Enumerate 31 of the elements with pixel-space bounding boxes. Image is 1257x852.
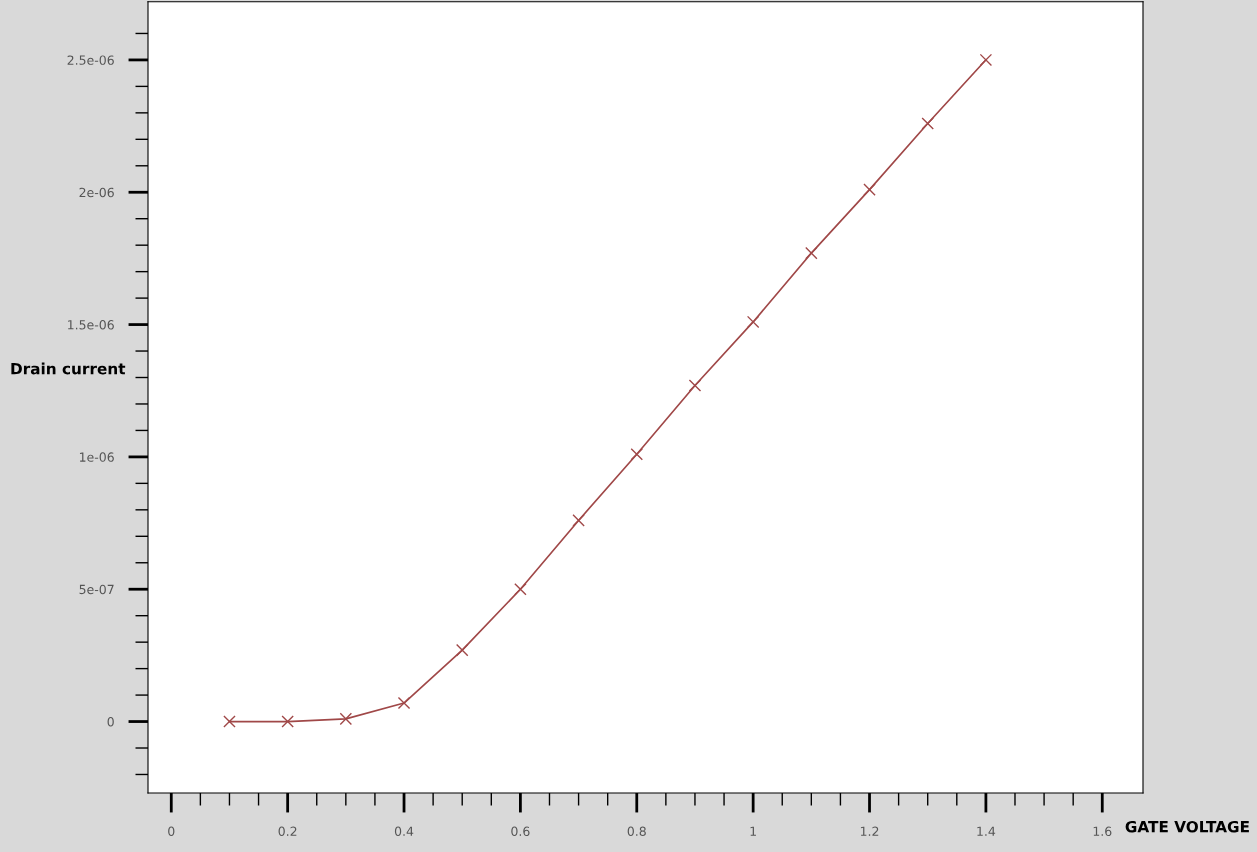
x-tick-label: 0.4 (394, 826, 414, 837)
x-tick-label: 0.2 (278, 826, 297, 837)
point (921, 117, 934, 130)
x-tick-label: 1.4 (977, 826, 996, 836)
y-tick-label: 2e-06 (79, 187, 114, 198)
point (688, 379, 702, 392)
point (223, 715, 236, 728)
x-tick-label: 1.2 (860, 826, 879, 836)
point (572, 514, 585, 527)
x-tick-label: 0.6 (511, 826, 530, 837)
y-tick-label: 0 (107, 717, 114, 727)
point (339, 712, 353, 726)
x-tick-label: 0.8 (627, 826, 646, 837)
point (281, 715, 294, 728)
point (514, 582, 527, 596)
x-tick-label: 1 (750, 826, 756, 836)
point (455, 643, 469, 657)
y-tick-label: 1e-06 (79, 452, 114, 462)
x-axis-title: GATE VOLTAGE (1125, 820, 1249, 833)
point (863, 183, 876, 196)
point (979, 53, 993, 67)
point (630, 448, 644, 461)
x-tick-label: 1.6 (1093, 826, 1112, 837)
y-tick-label: 1.5e-06 (68, 320, 114, 330)
point (805, 246, 818, 260)
point (746, 315, 760, 329)
point (397, 696, 411, 710)
y-axis-title: Drain current (11, 362, 126, 375)
x-tick-label: 0 (168, 826, 175, 837)
y-tick-label: 5e-07 (79, 584, 114, 595)
y-tick-label: 2.5e-06 (67, 55, 114, 65)
